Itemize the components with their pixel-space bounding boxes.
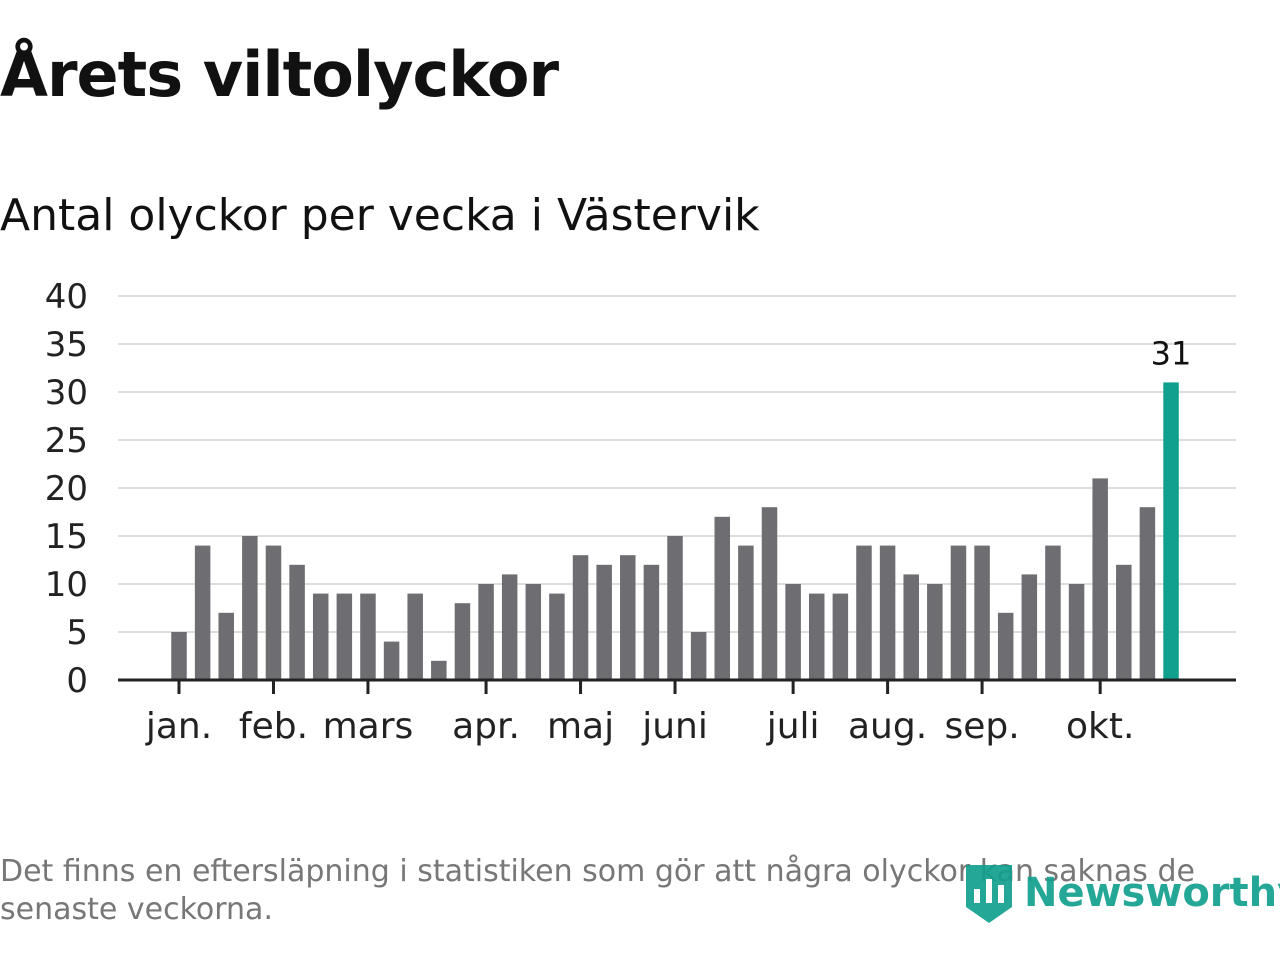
bar xyxy=(501,574,518,680)
bar xyxy=(714,516,731,680)
page-title: Årets viltolyckor xyxy=(0,38,559,111)
x-tick-label: apr. xyxy=(452,706,520,747)
brand-name: Newsworthy xyxy=(1024,870,1280,916)
x-tick-label: juni xyxy=(641,706,708,747)
bar xyxy=(808,593,825,680)
bar xyxy=(218,612,234,680)
y-tick-label: 40 xyxy=(45,277,88,317)
y-tick-label: 10 xyxy=(45,565,88,605)
bar-highlight xyxy=(1163,382,1179,680)
bar xyxy=(997,612,1014,680)
y-tick-label: 30 xyxy=(45,373,88,413)
bar xyxy=(974,545,990,680)
chart-subtitle: Antal olyckor per vecka i Västervik xyxy=(0,190,760,241)
bar xyxy=(525,584,542,680)
x-tick-label: okt. xyxy=(1066,706,1134,747)
bar xyxy=(383,641,400,680)
bars xyxy=(171,382,1179,680)
bar xyxy=(596,564,612,680)
bar xyxy=(879,545,896,680)
bar xyxy=(360,593,376,680)
bar xyxy=(265,545,282,680)
x-tick-label: mars xyxy=(323,706,414,747)
x-axis: jan. feb. mars apr. maj juni juli aug. sep. okt. xyxy=(118,678,1236,747)
bar xyxy=(242,536,258,680)
bar xyxy=(478,584,494,680)
y-tick-label: 20 xyxy=(45,469,88,509)
bar xyxy=(454,603,471,680)
y-tick-label: 35 xyxy=(45,325,88,365)
x-tick-label: maj xyxy=(547,706,614,747)
bar xyxy=(312,593,329,680)
brand-logo: Newsworthy xyxy=(962,858,1280,928)
bar xyxy=(856,545,872,680)
bar xyxy=(194,545,211,680)
newsworthy-logo-icon xyxy=(966,865,1012,923)
bar xyxy=(1116,564,1132,680)
bar-chart: 0 5 10 15 20 25 30 35 40 jan. feb. mars apr. maj juni… xyxy=(45,277,1236,747)
bar xyxy=(903,574,919,680)
data-labels: 31 xyxy=(1151,334,1192,372)
bar xyxy=(832,593,849,680)
bar xyxy=(1068,584,1085,680)
bar xyxy=(785,584,801,680)
y-tick-label: 15 xyxy=(45,517,88,557)
y-tick-label: 0 xyxy=(66,661,88,701)
bar xyxy=(667,536,683,680)
x-tick-label: jan. xyxy=(145,706,212,747)
y-tick-label: 5 xyxy=(66,613,88,653)
bar xyxy=(1139,507,1156,680)
bar xyxy=(1045,545,1061,680)
x-tick-label: aug. xyxy=(848,706,927,747)
bar xyxy=(761,507,778,680)
bar xyxy=(950,545,967,680)
bar xyxy=(572,555,589,680)
bar xyxy=(336,593,353,680)
bar xyxy=(1092,478,1108,680)
bar xyxy=(690,632,707,680)
x-tick-label: juli xyxy=(766,706,820,747)
y-axis-ticks: 0 5 10 15 20 25 30 35 40 xyxy=(45,277,88,701)
bar xyxy=(620,555,636,680)
bar xyxy=(738,545,754,680)
x-tick-label: sep. xyxy=(944,706,1019,747)
bar xyxy=(171,632,187,680)
bar xyxy=(289,564,305,680)
y-tick-label: 25 xyxy=(45,421,88,461)
data-label: 31 xyxy=(1151,334,1192,372)
x-tick-label: feb. xyxy=(239,706,308,747)
bar xyxy=(643,564,660,680)
bar xyxy=(431,660,447,680)
bar xyxy=(927,584,943,680)
bar xyxy=(407,593,423,680)
bar xyxy=(549,593,565,680)
bar xyxy=(1021,574,1038,680)
